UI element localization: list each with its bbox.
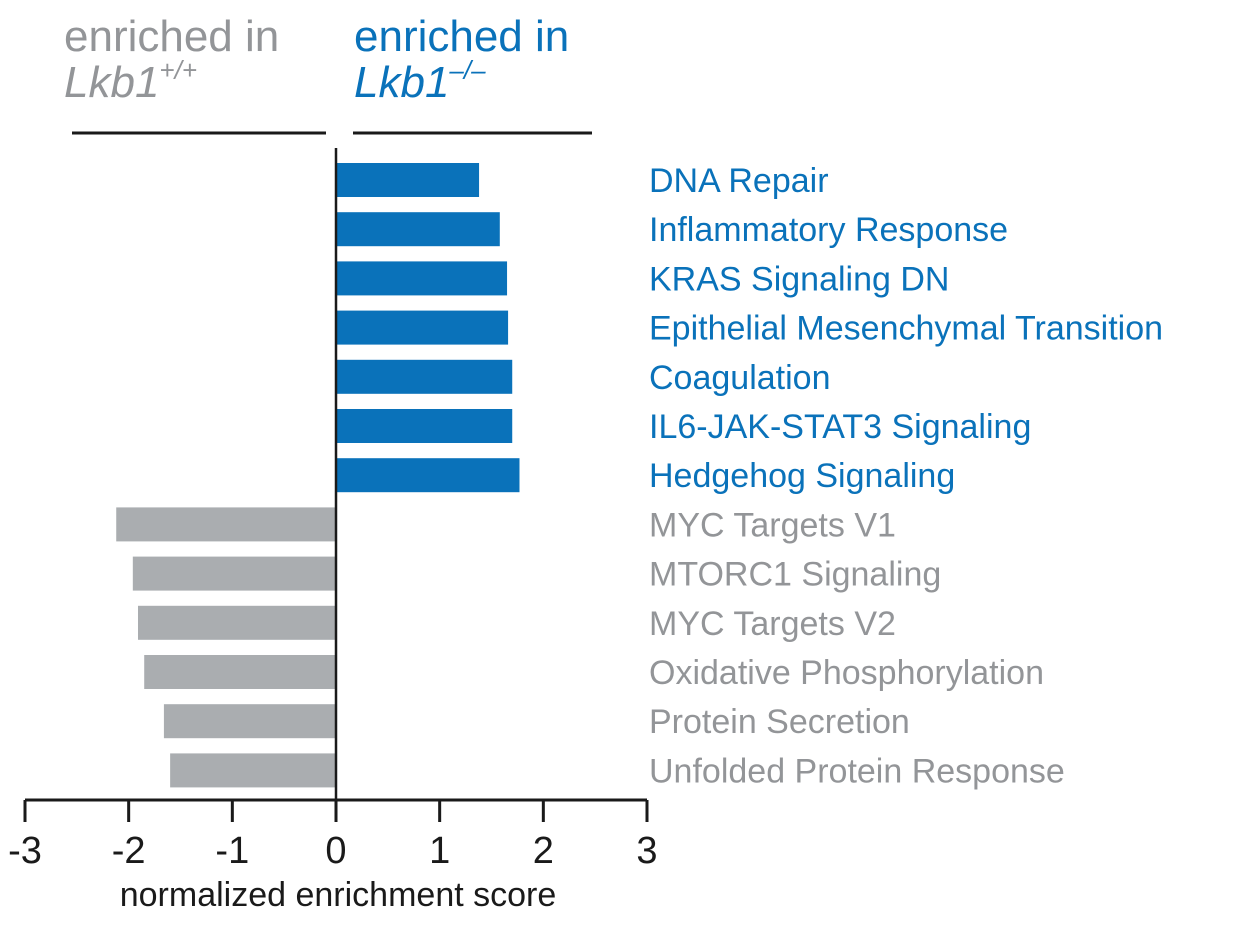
x-axis: -3 -2 -1 0 1 2 3 [8,148,658,872]
bar-kras-signaling-dn [336,261,508,296]
bar-myc-targets-v1 [116,507,336,542]
category-label: Hedgehog Signaling [649,457,955,495]
category-labels-group: DNA Repair Inflammatory Response KRAS Sign… [649,162,1163,790]
category-label: Epithelial Mesenchymal Transition [649,310,1163,348]
bar-inflammatory-response [336,212,500,247]
category-label: MYC Targets V1 [649,506,896,544]
bar-epithelial-mesenchymal-transition [336,310,509,345]
bar-protein-secretion [163,704,336,739]
header-right: enriched in Lkb1–/– [354,14,569,106]
category-label: Unfolded Protein Response [649,752,1065,790]
category-label: KRAS Signaling DN [649,260,949,298]
header-left-superscript: +/+ [159,55,198,85]
bars-group [116,163,520,788]
category-label: DNA Repair [649,162,829,200]
category-label: IL6-JAK-STAT3 Signaling [649,408,1031,446]
bar-oxidative-phosphorylation [144,655,336,689]
category-label: MYC Targets V2 [649,605,896,643]
x-axis-label: normalized enrichment score [120,876,557,914]
category-label: Inflammatory Response [649,211,1008,249]
bar-myc-targets-v2 [137,605,336,640]
bar-il6-jak-stat3-signaling [336,409,513,443]
category-label: Oxidative Phosphorylation [649,654,1044,692]
x-tick-label: -3 [8,830,42,872]
x-tick-label: -1 [215,830,249,872]
category-label: MTORC1 Signaling [649,556,941,594]
bar-coagulation [336,359,513,394]
bar-mtorc1-signaling [132,556,336,591]
category-label: Protein Secretion [649,703,910,741]
category-label: Coagulation [649,359,830,397]
header-left-gene: Lkb1 [64,58,160,107]
x-tick-label: 1 [429,830,450,872]
bar-unfolded-protein-response [170,753,336,788]
x-tick-label: 2 [533,830,554,872]
header-left-line1: enriched in [64,12,280,61]
x-tick-label: -2 [112,830,146,872]
bar-dna-repair [336,163,480,197]
header-left: enriched in Lkb1+/+ [64,14,279,106]
bar-hedgehog-signaling [336,458,520,493]
header-right-gene: Lkb1 [354,58,450,107]
header-right-line1: enriched in [354,12,570,61]
x-tick-label: 3 [636,830,657,872]
x-tick-label: 0 [325,830,346,872]
header-right-superscript: –/– [449,55,486,85]
